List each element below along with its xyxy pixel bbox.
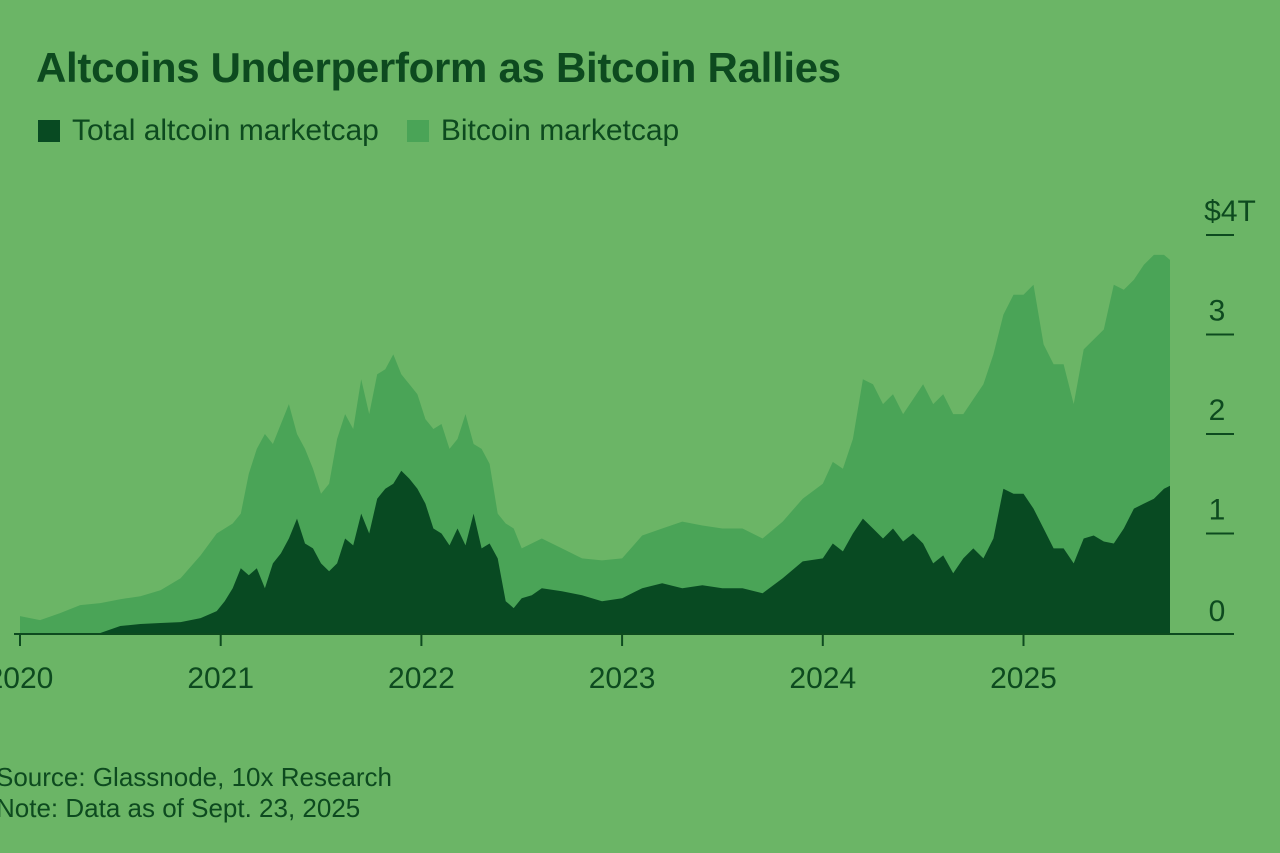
legend-item-altcoin: Total altcoin marketcap bbox=[38, 114, 379, 148]
legend-swatch-bitcoin bbox=[406, 120, 429, 142]
y-tick-label-1: 1 bbox=[1209, 494, 1226, 527]
legend: Total altcoin marketcap Bitcoin marketca… bbox=[38, 114, 707, 148]
y-tick-label-2: 2 bbox=[1209, 394, 1226, 427]
source-line: Source: Glassnode, 10x Research bbox=[0, 762, 392, 792]
x-tick-label-2022: 2022 bbox=[388, 662, 455, 695]
y-tick-label-0: 0 bbox=[1209, 595, 1226, 628]
x-tick-label-2023: 2023 bbox=[589, 662, 656, 695]
y-tick-label-3: 3 bbox=[1209, 295, 1226, 328]
legend-item-bitcoin: Bitcoin marketcap bbox=[406, 114, 680, 148]
x-tick-label-2024: 2024 bbox=[789, 662, 856, 695]
legend-swatch-altcoin bbox=[38, 120, 60, 142]
note-line: Note: Data as of Sept. 23, 2025 bbox=[0, 793, 361, 823]
source-note: Source: Glassnode, 10x Research Note: Da… bbox=[0, 762, 392, 824]
x-tick-label-2021: 2021 bbox=[187, 662, 254, 695]
chart-title: Altcoins Underperform as Bitcoin Rallies bbox=[36, 44, 841, 91]
x-tick-label-2025: 2025 bbox=[990, 662, 1057, 695]
y-tick-label-4: $4T bbox=[1204, 195, 1256, 228]
legend-label-altcoin: Total altcoin marketcap bbox=[72, 114, 379, 147]
legend-label-bitcoin: Bitcoin marketcap bbox=[440, 114, 680, 147]
area-series-altcoin bbox=[100, 470, 1170, 633]
